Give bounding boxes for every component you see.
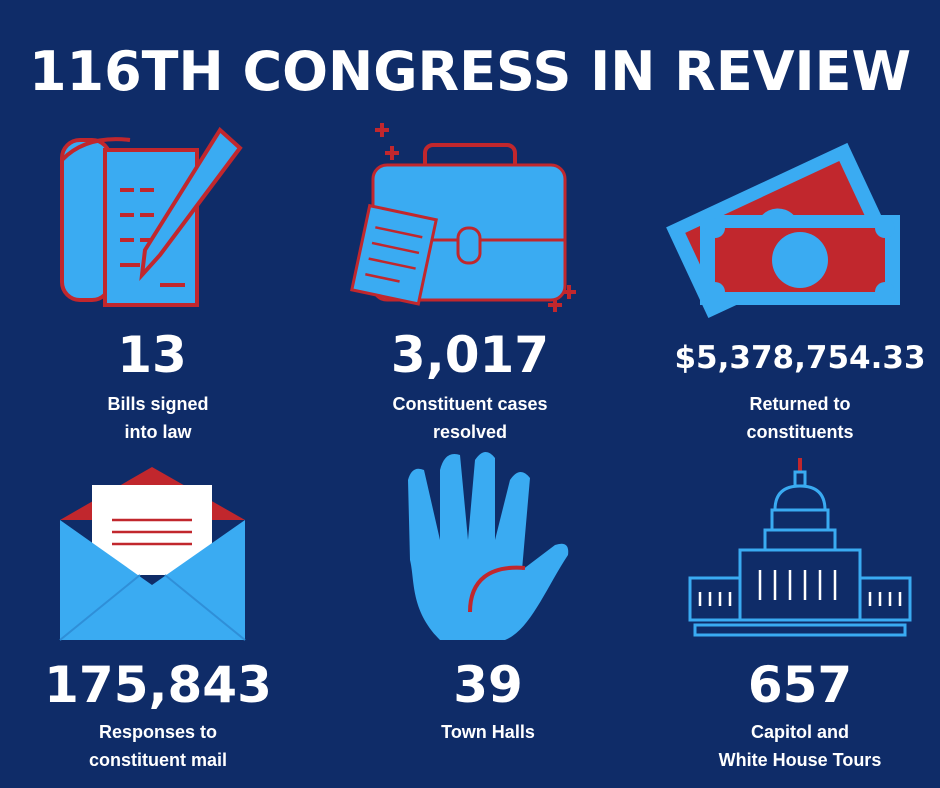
briefcase-icon xyxy=(350,123,576,312)
notepad-icon xyxy=(60,126,243,307)
stat-label: resolved xyxy=(433,422,507,442)
stat-value: $5,378,754.33 xyxy=(674,340,925,376)
stat-value: 13 xyxy=(117,326,187,384)
title: 116TH CONGRESS IN REVIEW xyxy=(29,40,911,103)
stat-value: 3,017 xyxy=(391,326,549,384)
capitol-icon xyxy=(688,458,912,637)
stat-value: 39 xyxy=(453,656,523,714)
stat-label: Constituent cases xyxy=(392,394,547,414)
money-icon xyxy=(666,142,900,319)
hand-icon xyxy=(408,451,569,640)
stat-label: Responses to xyxy=(99,722,217,742)
stat-value: 657 xyxy=(748,656,852,714)
stat-label: Bills signed xyxy=(107,394,208,414)
stat-label: White House Tours xyxy=(719,750,882,770)
envelope-icon xyxy=(59,467,246,641)
stat-value: 175,843 xyxy=(44,656,272,714)
stat-label: Town Halls xyxy=(441,722,535,742)
stat-label: constituent mail xyxy=(89,750,227,770)
stat-label: constituents xyxy=(746,422,853,442)
stat-label: into law xyxy=(125,422,193,442)
stat-label: Capitol and xyxy=(751,722,849,742)
stat-label: Returned to xyxy=(750,394,851,414)
